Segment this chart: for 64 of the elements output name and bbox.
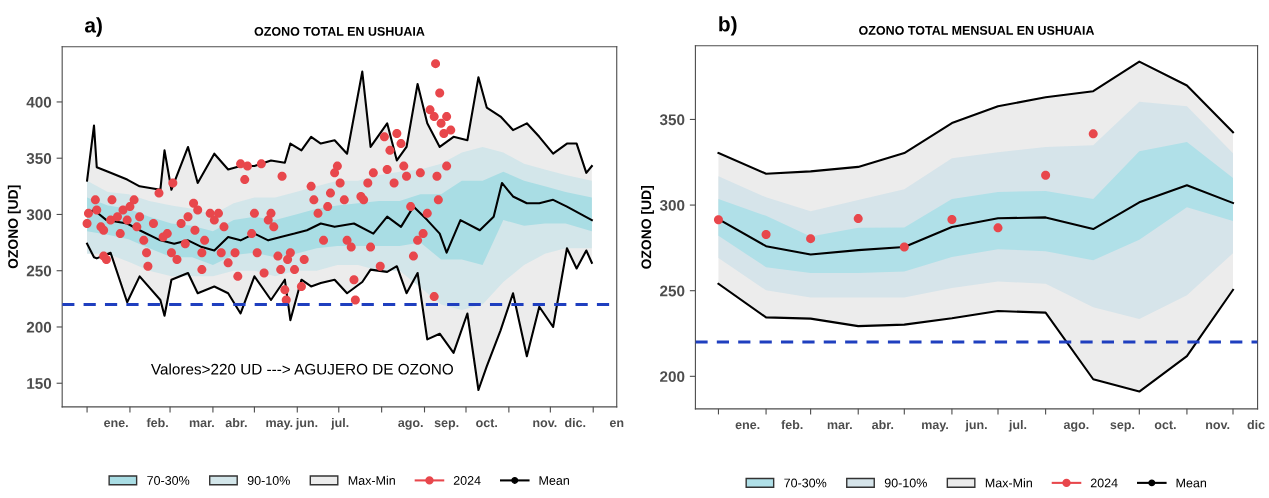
text: b) xyxy=(719,16,737,36)
legend-label: 70-30% xyxy=(784,478,827,488)
x-tick-label: en xyxy=(609,420,624,428)
y-tick-label: 300 xyxy=(659,199,685,211)
point xyxy=(806,234,816,244)
y-axis-title: OZONO [UD] xyxy=(7,185,21,269)
x-tick-label: ene. xyxy=(104,420,128,428)
y-axis-title: OZONO [UD] xyxy=(641,186,654,269)
x-tick-label: jul. xyxy=(1008,419,1027,432)
line-series xyxy=(717,282,1235,393)
point xyxy=(761,230,771,240)
point xyxy=(1088,129,1098,139)
legend-label: 90-10% xyxy=(884,478,927,488)
x-tick-label: abr. xyxy=(225,417,247,428)
legend-label: 2024 xyxy=(453,476,481,485)
x-tick-label: abr. xyxy=(872,419,894,430)
line-series xyxy=(86,242,593,392)
x-tick-label: dic. xyxy=(564,417,586,428)
x-tick-label: dic xyxy=(1247,419,1265,430)
y-tick-label: 250 xyxy=(26,265,52,277)
x-tick-label: ago. xyxy=(1063,422,1089,432)
text: a) xyxy=(84,17,102,37)
y-tick-label: 250 xyxy=(660,285,685,297)
legend-label: 90-10% xyxy=(247,476,290,485)
point xyxy=(899,242,909,252)
legend-label: 70-30% xyxy=(147,476,190,485)
x-tick-label: feb. xyxy=(781,419,803,430)
legend-label: Max-Min xyxy=(985,478,1032,488)
legend-label: Mean xyxy=(539,476,569,485)
point xyxy=(993,223,1003,233)
y-tick-label: 300 xyxy=(26,209,52,221)
x-tick-label: feb. xyxy=(146,417,168,428)
point xyxy=(1041,170,1051,180)
y-tick-label: 350 xyxy=(26,153,52,164)
x-tick-label: sep. xyxy=(434,420,459,430)
y-tick-label: 200 xyxy=(660,371,685,383)
x-tick-label: jun. xyxy=(965,419,987,432)
x-tick-label: may. xyxy=(922,422,948,432)
x-tick-label: oct. xyxy=(476,418,497,428)
y-tick-label: 400 xyxy=(26,96,52,108)
x-tick-label: ago. xyxy=(398,420,423,430)
chart-title: OZONO TOTAL MENSUAL EN USHUAIA xyxy=(859,25,1095,35)
legend-label: Mean xyxy=(1176,478,1207,488)
x-tick-label: ene. xyxy=(735,422,760,430)
annotation: Valores>220 UD ---> AGUJERO DE OZONO xyxy=(150,363,453,375)
x-tick-label: mar. xyxy=(189,420,214,428)
x-tick-label: jul. xyxy=(330,417,349,430)
chart-title: OZONO TOTAL EN USHUAIA xyxy=(254,26,425,36)
x-tick-label: oct. xyxy=(1154,420,1176,430)
y-tick-label: 200 xyxy=(26,321,52,333)
legend-label: 2024 xyxy=(1090,478,1118,488)
x-tick-label: sep. xyxy=(1110,422,1135,432)
x-tick-label: may. xyxy=(266,420,293,430)
point xyxy=(853,214,863,224)
x-tick-label: nov. xyxy=(1206,422,1230,430)
legend-label: Max-Min xyxy=(348,475,395,485)
y-tick-label: 350 xyxy=(659,114,685,126)
point xyxy=(947,214,957,224)
x-tick-label: jun. xyxy=(295,417,318,430)
y-tick-label: 150 xyxy=(27,378,52,389)
point xyxy=(713,215,723,225)
x-tick-label: nov. xyxy=(533,420,557,428)
x-tick-label: mar. xyxy=(827,422,852,430)
line-series xyxy=(717,60,1235,175)
